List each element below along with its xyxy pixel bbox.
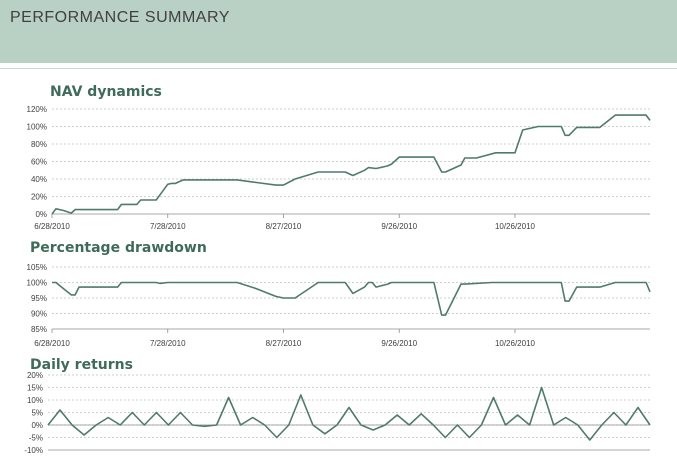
returns-y-tick-label: 5% [31, 409, 43, 418]
header-divider [0, 68, 677, 69]
returns-y-tick-label: 20% [27, 371, 43, 380]
drawdown-x-tick-label: 9/26/2010 [381, 339, 417, 348]
drawdown-y-tick-label: 105% [27, 263, 47, 272]
header-bar: PERFORMANCE SUMMARY [0, 0, 677, 63]
nav-y-tick-label: 20% [31, 193, 47, 202]
page-title: PERFORMANCE SUMMARY [10, 9, 230, 26]
nav-y-tick-label: 120% [27, 105, 47, 114]
nav-chart-title: NAV dynamics [50, 84, 162, 100]
drawdown-x-tick-label: 8/27/2010 [266, 339, 302, 348]
returns-y-tick-label: 0% [31, 421, 43, 430]
nav-y-tick-label: 0% [35, 210, 47, 219]
drawdown-y-tick-label: 90% [31, 310, 47, 319]
nav-x-tick-label: 9/26/2010 [381, 222, 417, 231]
nav-x-tick-label: 7/28/2010 [150, 222, 186, 231]
nav-x-tick-label: 10/26/2010 [495, 222, 536, 231]
nav-y-tick-label: 100% [27, 123, 47, 132]
nav-y-tick-label: 40% [31, 175, 47, 184]
nav-series-line [51, 114, 651, 215]
returns-y-tick-label: -10% [24, 446, 43, 455]
returns-y-tick-label: 15% [27, 384, 43, 393]
nav-y-tick-label: 60% [31, 158, 47, 167]
drawdown-x-tick-label: 6/28/2010 [34, 339, 70, 348]
drawdown-y-tick-label: 100% [27, 279, 47, 288]
drawdown-y-tick-label: 95% [31, 294, 47, 303]
nav-y-tick-label: 80% [31, 140, 47, 149]
drawdown-x-tick-label: 10/26/2010 [495, 339, 536, 348]
nav-x-tick-label: 8/27/2010 [266, 222, 302, 231]
drawdown-series-line [52, 281, 651, 316]
drawdown-chart-title: Percentage drawdown [30, 240, 207, 256]
drawdown-y-tick-label: 85% [31, 325, 47, 334]
returns-y-tick-label: -5% [29, 434, 43, 443]
drawdown-x-tick-label: 7/28/2010 [150, 339, 186, 348]
returns-chart-title: Daily returns [30, 357, 133, 373]
nav-x-tick-label: 6/28/2010 [34, 222, 70, 231]
returns-series-line [47, 386, 651, 441]
returns-y-tick-label: 10% [27, 396, 43, 405]
